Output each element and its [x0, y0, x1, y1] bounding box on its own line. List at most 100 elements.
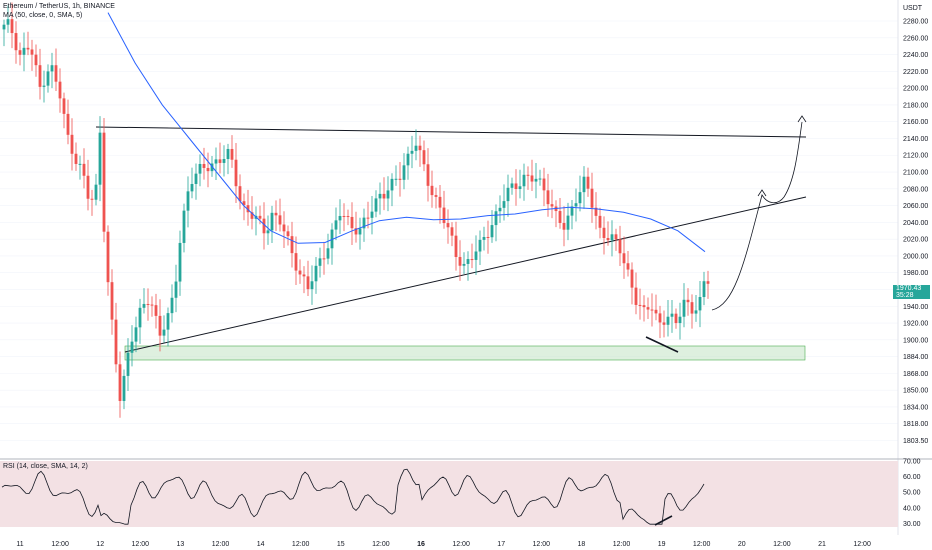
candle-body — [114, 319, 118, 365]
candle-body — [194, 173, 198, 184]
candle-body — [514, 183, 518, 190]
price-tick-label: 2240.00 — [903, 52, 928, 59]
candle-body — [342, 215, 346, 217]
price-tick-label: 2040.00 — [903, 220, 928, 227]
candle-body — [586, 176, 590, 189]
price-tick-label: 2220.00 — [903, 69, 928, 76]
candle-body — [538, 178, 542, 180]
candle-body — [578, 192, 582, 204]
candle-body — [606, 237, 610, 241]
candle-body — [222, 159, 226, 163]
time-tick-label: 12:00 — [372, 541, 390, 548]
candle-body — [2, 24, 6, 30]
candle-body — [622, 253, 626, 264]
candle-body — [26, 47, 30, 50]
candle-body — [422, 150, 426, 165]
candle-body — [522, 174, 526, 187]
candle-body — [470, 259, 474, 261]
candle-body — [518, 186, 522, 190]
candle-body — [238, 186, 242, 202]
candle-body — [438, 196, 442, 208]
candlestick-series — [2, 2, 710, 418]
rsi-tick-label: 30.00 — [903, 521, 921, 528]
candle-body — [570, 206, 574, 216]
candle-body — [54, 65, 58, 82]
candle-body — [62, 98, 66, 114]
candle-body — [46, 71, 50, 86]
candle-body — [682, 299, 686, 317]
candle-body — [526, 174, 530, 176]
candle-body — [466, 259, 470, 264]
ma-line — [107, 12, 706, 253]
candle-body — [14, 33, 18, 51]
candle-body — [486, 236, 490, 238]
price-axis[interactable]: 2280.00 2260.00 2240.00 2220.00 2200.00 2180.… — [903, 19, 928, 446]
candle-body — [506, 187, 510, 202]
candle-body — [634, 287, 638, 305]
price-tick-label: 1900.00 — [903, 337, 928, 344]
time-tick-label: 12:00 — [533, 541, 551, 548]
candle-body — [310, 281, 314, 290]
candle-body — [230, 148, 234, 160]
time-tick-label: 13 — [177, 541, 185, 548]
candle-body — [110, 282, 114, 320]
price-tick-label: 1834.00 — [903, 404, 928, 411]
candle-body — [158, 315, 162, 336]
candle-body — [130, 341, 134, 353]
candle-body — [34, 54, 38, 66]
divergence-line-rsi — [654, 515, 673, 526]
candle-body — [206, 167, 210, 172]
price-tick-label: 1850.00 — [903, 388, 928, 395]
candle-body — [270, 212, 274, 231]
candle-body — [306, 276, 310, 290]
candle-body — [462, 263, 466, 266]
rsi-tick-label: 70.00 — [903, 459, 921, 466]
price-axis-currency: USDT — [903, 5, 923, 12]
candle-body — [478, 239, 482, 252]
rsi-legend: RSI (14, close, SMA, 14, 2) — [3, 463, 88, 470]
candle-body — [590, 188, 594, 208]
candle-body — [246, 205, 250, 213]
symbol-title: Ethereum / TetherUS, 1h, BINANCE — [3, 3, 115, 10]
time-tick-label: 11 — [16, 541, 23, 548]
candle-body — [598, 215, 602, 228]
candle-body — [186, 191, 190, 211]
candle-body — [98, 132, 102, 185]
candle-body — [90, 198, 94, 200]
price-tick-label: 1940.00 — [903, 304, 928, 311]
candle-body — [374, 198, 378, 212]
last-price-value: 1970.43 — [896, 285, 922, 292]
projection-path — [711, 121, 803, 311]
candle-body — [178, 242, 182, 282]
candle-body — [366, 217, 370, 219]
projection-arrowhead-1 — [757, 189, 767, 197]
candle-body — [354, 228, 358, 235]
candle-body — [494, 211, 498, 226]
candle-body — [350, 216, 354, 229]
candle-body — [202, 163, 206, 168]
candle-body — [286, 231, 290, 237]
candle-body — [198, 163, 202, 174]
candle-body — [118, 364, 122, 401]
candle-body — [210, 163, 214, 172]
price-tick-label: 2120.00 — [903, 153, 928, 160]
candle-body — [102, 132, 106, 232]
time-tick-label: 12 — [96, 541, 104, 548]
candle-body — [646, 307, 650, 310]
candle-body — [386, 190, 390, 199]
candle-body — [334, 220, 338, 230]
price-tick-label: 2080.00 — [903, 186, 928, 193]
candle-body — [530, 175, 534, 182]
candle-body — [550, 204, 554, 207]
candle-body — [154, 305, 158, 316]
candle-countdown: 35:28 — [896, 292, 914, 299]
candle-body — [458, 256, 462, 266]
candle-body — [242, 201, 246, 206]
candle-body — [214, 159, 218, 164]
candle-body — [314, 265, 318, 282]
candle-body — [534, 178, 538, 182]
time-axis[interactable]: 11 12:00 12 12:00 13 12:00 14 12:00 15 12:00 16 12:… — [16, 541, 871, 548]
candle-body — [134, 327, 138, 342]
candle-body — [546, 190, 550, 205]
